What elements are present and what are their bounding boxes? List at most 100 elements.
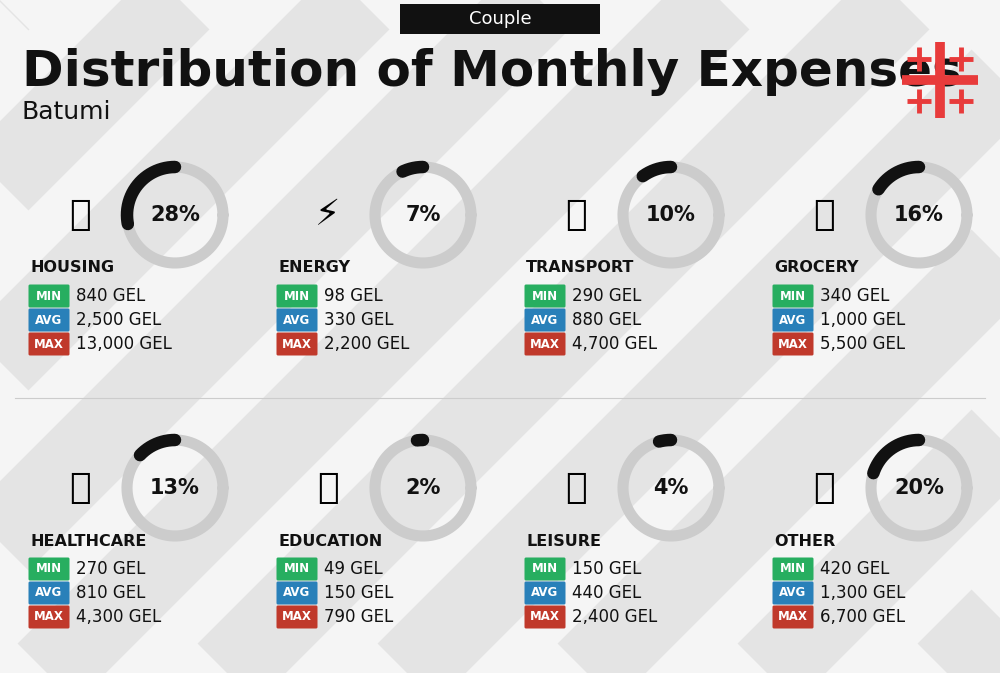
FancyBboxPatch shape — [524, 581, 566, 604]
Text: TRANSPORT: TRANSPORT — [526, 260, 634, 275]
FancyBboxPatch shape — [276, 308, 318, 332]
Text: 98 GEL: 98 GEL — [324, 287, 383, 305]
Text: AVG: AVG — [779, 586, 807, 600]
Text: AVG: AVG — [35, 586, 63, 600]
Text: 🛍: 🛍 — [565, 471, 587, 505]
FancyBboxPatch shape — [524, 332, 566, 355]
Text: 6,700 GEL: 6,700 GEL — [820, 608, 905, 626]
Text: MAX: MAX — [34, 610, 64, 623]
FancyBboxPatch shape — [276, 581, 318, 604]
Text: AVG: AVG — [283, 314, 311, 326]
FancyBboxPatch shape — [28, 606, 70, 629]
Text: MIN: MIN — [780, 563, 806, 575]
Text: 13,000 GEL: 13,000 GEL — [76, 335, 172, 353]
FancyBboxPatch shape — [772, 285, 814, 308]
Text: 4,300 GEL: 4,300 GEL — [76, 608, 161, 626]
FancyBboxPatch shape — [524, 606, 566, 629]
FancyBboxPatch shape — [524, 308, 566, 332]
Text: 290 GEL: 290 GEL — [572, 287, 641, 305]
Text: MIN: MIN — [532, 289, 558, 302]
FancyBboxPatch shape — [276, 557, 318, 581]
Text: OTHER: OTHER — [774, 534, 835, 548]
Text: AVG: AVG — [531, 314, 559, 326]
FancyBboxPatch shape — [28, 332, 70, 355]
Text: 790 GEL: 790 GEL — [324, 608, 393, 626]
Text: Distribution of Monthly Expenses: Distribution of Monthly Expenses — [22, 48, 962, 96]
FancyBboxPatch shape — [28, 285, 70, 308]
Text: 270 GEL: 270 GEL — [76, 560, 145, 578]
Text: 49 GEL: 49 GEL — [324, 560, 383, 578]
Text: 💰: 💰 — [813, 471, 835, 505]
Text: MAX: MAX — [282, 610, 312, 623]
Text: 150 GEL: 150 GEL — [572, 560, 641, 578]
Text: 810 GEL: 810 GEL — [76, 584, 145, 602]
Text: 150 GEL: 150 GEL — [324, 584, 393, 602]
FancyBboxPatch shape — [524, 557, 566, 581]
FancyBboxPatch shape — [772, 308, 814, 332]
Text: AVG: AVG — [35, 314, 63, 326]
Text: MAX: MAX — [530, 610, 560, 623]
FancyBboxPatch shape — [772, 332, 814, 355]
Text: 2,200 GEL: 2,200 GEL — [324, 335, 409, 353]
Text: 420 GEL: 420 GEL — [820, 560, 889, 578]
Text: 840 GEL: 840 GEL — [76, 287, 145, 305]
Text: 340 GEL: 340 GEL — [820, 287, 889, 305]
Text: 7%: 7% — [405, 205, 441, 225]
Text: 440 GEL: 440 GEL — [572, 584, 641, 602]
FancyBboxPatch shape — [400, 4, 600, 34]
Text: MIN: MIN — [36, 563, 62, 575]
Text: 🚌: 🚌 — [565, 198, 587, 232]
FancyBboxPatch shape — [28, 308, 70, 332]
Text: ⚡: ⚡ — [315, 198, 341, 232]
Text: LEISURE: LEISURE — [526, 534, 601, 548]
Text: MAX: MAX — [778, 337, 808, 351]
Text: 2,500 GEL: 2,500 GEL — [76, 311, 161, 329]
Text: GROCERY: GROCERY — [774, 260, 858, 275]
Text: AVG: AVG — [779, 314, 807, 326]
Text: MIN: MIN — [36, 289, 62, 302]
FancyBboxPatch shape — [524, 285, 566, 308]
Text: 🏢: 🏢 — [69, 198, 91, 232]
Text: MAX: MAX — [34, 337, 64, 351]
FancyBboxPatch shape — [772, 557, 814, 581]
Text: 1,300 GEL: 1,300 GEL — [820, 584, 905, 602]
Text: MAX: MAX — [530, 337, 560, 351]
Text: EDUCATION: EDUCATION — [278, 534, 382, 548]
FancyBboxPatch shape — [276, 285, 318, 308]
Text: 5,500 GEL: 5,500 GEL — [820, 335, 905, 353]
Text: 4%: 4% — [653, 478, 689, 498]
Text: 4,700 GEL: 4,700 GEL — [572, 335, 657, 353]
Text: 10%: 10% — [646, 205, 696, 225]
Text: MIN: MIN — [780, 289, 806, 302]
FancyBboxPatch shape — [28, 581, 70, 604]
Text: Couple: Couple — [469, 10, 531, 28]
Text: 13%: 13% — [150, 478, 200, 498]
Text: MIN: MIN — [284, 289, 310, 302]
Text: ENERGY: ENERGY — [278, 260, 350, 275]
FancyBboxPatch shape — [772, 581, 814, 604]
FancyBboxPatch shape — [276, 332, 318, 355]
Text: 🛒: 🛒 — [813, 198, 835, 232]
Text: Batumi: Batumi — [22, 100, 112, 124]
FancyBboxPatch shape — [276, 606, 318, 629]
Text: 28%: 28% — [150, 205, 200, 225]
Text: 🏥: 🏥 — [69, 471, 91, 505]
Text: 16%: 16% — [894, 205, 944, 225]
Text: AVG: AVG — [531, 586, 559, 600]
Text: 2%: 2% — [405, 478, 441, 498]
Text: MIN: MIN — [532, 563, 558, 575]
FancyBboxPatch shape — [772, 606, 814, 629]
Text: 🎓: 🎓 — [317, 471, 339, 505]
Text: 20%: 20% — [894, 478, 944, 498]
Text: MIN: MIN — [284, 563, 310, 575]
Text: MAX: MAX — [282, 337, 312, 351]
Text: 2,400 GEL: 2,400 GEL — [572, 608, 657, 626]
Text: 330 GEL: 330 GEL — [324, 311, 394, 329]
FancyBboxPatch shape — [28, 557, 70, 581]
Text: HOUSING: HOUSING — [30, 260, 114, 275]
Text: AVG: AVG — [283, 586, 311, 600]
Text: HEALTHCARE: HEALTHCARE — [30, 534, 146, 548]
Text: 880 GEL: 880 GEL — [572, 311, 641, 329]
Text: MAX: MAX — [778, 610, 808, 623]
Text: 1,000 GEL: 1,000 GEL — [820, 311, 905, 329]
